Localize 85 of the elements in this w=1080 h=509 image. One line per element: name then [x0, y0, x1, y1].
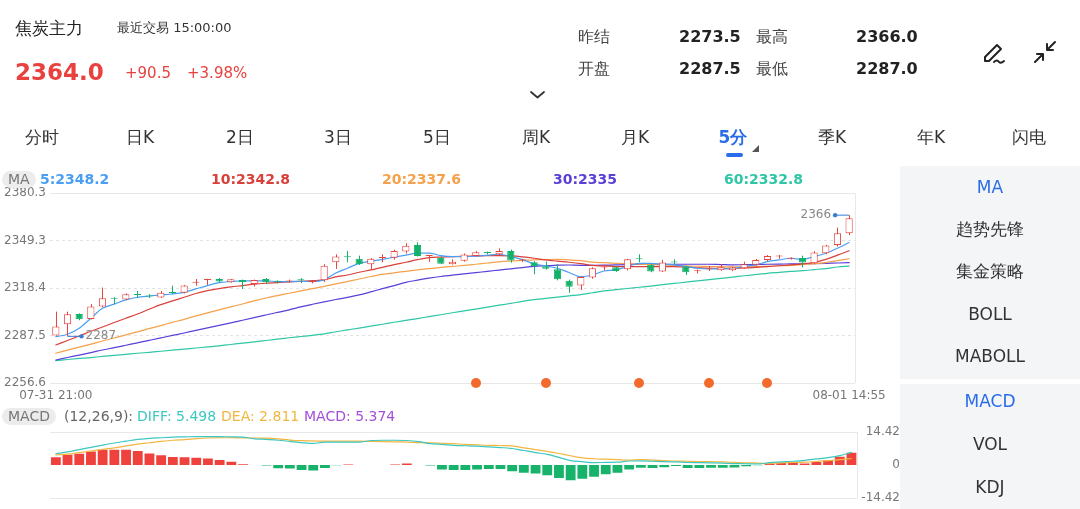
text: 2366.0 [856, 27, 918, 47]
y-tick-label: 0 [892, 457, 900, 472]
text: 5:2348.2 [40, 170, 110, 187]
y-tick-label: 14.42 [865, 424, 900, 439]
bar [518, 464, 529, 473]
bar [86, 451, 96, 465]
y-tick-label: 2318.4 [4, 280, 46, 295]
text: 趋势先锋 [956, 218, 1024, 240]
bar [589, 464, 599, 477]
text: 焦炭主力 [15, 17, 83, 39]
bar [191, 457, 202, 465]
text: 最近交易 15:00:00 [117, 20, 232, 36]
bar [167, 456, 178, 465]
text: MA [976, 176, 1004, 198]
text: 3日 [324, 126, 352, 148]
x-tick-label: 08-01 14:55 [812, 388, 886, 403]
bar [74, 453, 85, 465]
bar [706, 464, 716, 468]
y-tick-label: -14.42 [861, 489, 900, 504]
bar [542, 464, 553, 476]
text: 分时 [25, 126, 59, 148]
text: 2364.0 [15, 59, 104, 87]
text: MACD: 5.374 [304, 407, 396, 426]
line-series [55, 250, 850, 346]
bar [132, 450, 143, 465]
chart-title: MA [2, 171, 36, 188]
bar [284, 464, 295, 469]
bar [717, 464, 728, 468]
bar [121, 449, 131, 465]
text: 2287.5 [679, 59, 741, 79]
bar [156, 455, 167, 465]
bar [203, 458, 213, 465]
text: 年K [916, 126, 946, 148]
text: 5日 [423, 126, 451, 148]
bar [612, 464, 623, 473]
text: MABOLL [955, 345, 1025, 367]
bar [600, 464, 611, 475]
text: 开盘 [578, 59, 610, 79]
bar [507, 464, 518, 472]
text: 60:2332.8 [724, 170, 804, 189]
text: 闪电 [1012, 126, 1046, 148]
y-tick-label: 2256.6 [4, 375, 46, 390]
text: +3.98% [187, 64, 248, 82]
text: 2日 [226, 126, 254, 148]
text: 日K [125, 126, 155, 148]
legend-title: (12,26,9): [64, 407, 134, 426]
bar [296, 464, 307, 470]
text: 季K [817, 126, 847, 148]
text: 2273.5 [679, 27, 741, 47]
text: VOL [972, 433, 1008, 455]
annotation: 2287 [85, 328, 117, 343]
bar [144, 453, 155, 465]
text: +90.5 [125, 64, 171, 82]
text: 昨结 [578, 27, 610, 47]
bar [483, 464, 494, 470]
bar [635, 464, 646, 468]
bar [179, 457, 190, 465]
bar [320, 464, 330, 469]
text: 最低 [756, 59, 788, 79]
bar [554, 464, 564, 478]
series-label: DIFF: 5.498 [137, 407, 217, 426]
text: 20:2337.6 [382, 170, 462, 189]
bar [50, 457, 61, 465]
text: KDJ [975, 476, 1005, 498]
y-tick-label: 2287.5 [4, 327, 46, 342]
text: MACD [964, 390, 1016, 412]
annotation: 2366 [800, 207, 832, 222]
text: 10:2342.8 [211, 170, 291, 189]
candlestick [845, 214, 853, 236]
text: 2287.0 [856, 59, 918, 79]
text: 30:2335 [553, 170, 618, 189]
text: 最高 [756, 27, 788, 47]
chart-title: MACD [2, 408, 56, 425]
x-tick-label: 07-31 21:00 [19, 388, 93, 403]
bar [530, 464, 541, 474]
y-tick-label: 2349.3 [4, 232, 46, 247]
text: 5分 [718, 126, 748, 148]
text: BOLL [968, 303, 1012, 325]
text: 月K [620, 126, 650, 148]
bar [659, 464, 670, 468]
series-label: DEA: 2.811 [221, 407, 300, 426]
bar [308, 464, 319, 471]
text: 周K [521, 126, 551, 148]
bar [495, 464, 506, 470]
text: 集金策略 [956, 260, 1024, 282]
